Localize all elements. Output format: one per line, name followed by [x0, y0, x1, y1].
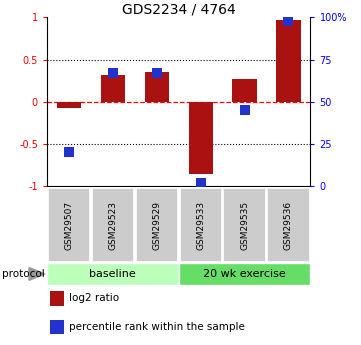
Bar — [49, 291, 64, 306]
Text: GSM29536: GSM29536 — [284, 200, 293, 250]
Bar — [136, 188, 178, 263]
Text: percentile rank within the sample: percentile rank within the sample — [69, 322, 245, 332]
Point — [110, 70, 116, 76]
Bar — [223, 188, 266, 263]
Point — [66, 150, 72, 155]
Point — [198, 180, 204, 186]
Bar — [92, 188, 134, 263]
Text: GSM29529: GSM29529 — [152, 200, 161, 250]
Polygon shape — [29, 267, 45, 280]
Bar — [188, 102, 213, 174]
Text: protocol: protocol — [2, 269, 44, 279]
Bar — [101, 75, 125, 102]
Text: GSM29535: GSM29535 — [240, 200, 249, 250]
Point — [242, 107, 248, 113]
Bar — [179, 263, 310, 285]
Bar — [268, 188, 310, 263]
Bar — [49, 320, 64, 334]
Point — [286, 18, 291, 23]
Bar — [232, 79, 257, 102]
Text: GSM29523: GSM29523 — [108, 200, 117, 250]
Point — [154, 70, 160, 76]
Bar — [277, 20, 301, 102]
Text: 20 wk exercise: 20 wk exercise — [203, 269, 286, 279]
Bar — [48, 188, 90, 263]
Text: GSM29533: GSM29533 — [196, 200, 205, 250]
Bar — [57, 102, 81, 108]
Title: GDS2234 / 4764: GDS2234 / 4764 — [122, 2, 236, 16]
Text: baseline: baseline — [90, 269, 136, 279]
Bar — [145, 72, 169, 102]
Text: GSM29507: GSM29507 — [64, 200, 73, 250]
Text: log2 ratio: log2 ratio — [69, 294, 119, 304]
Bar — [179, 188, 222, 263]
Bar — [47, 263, 179, 285]
